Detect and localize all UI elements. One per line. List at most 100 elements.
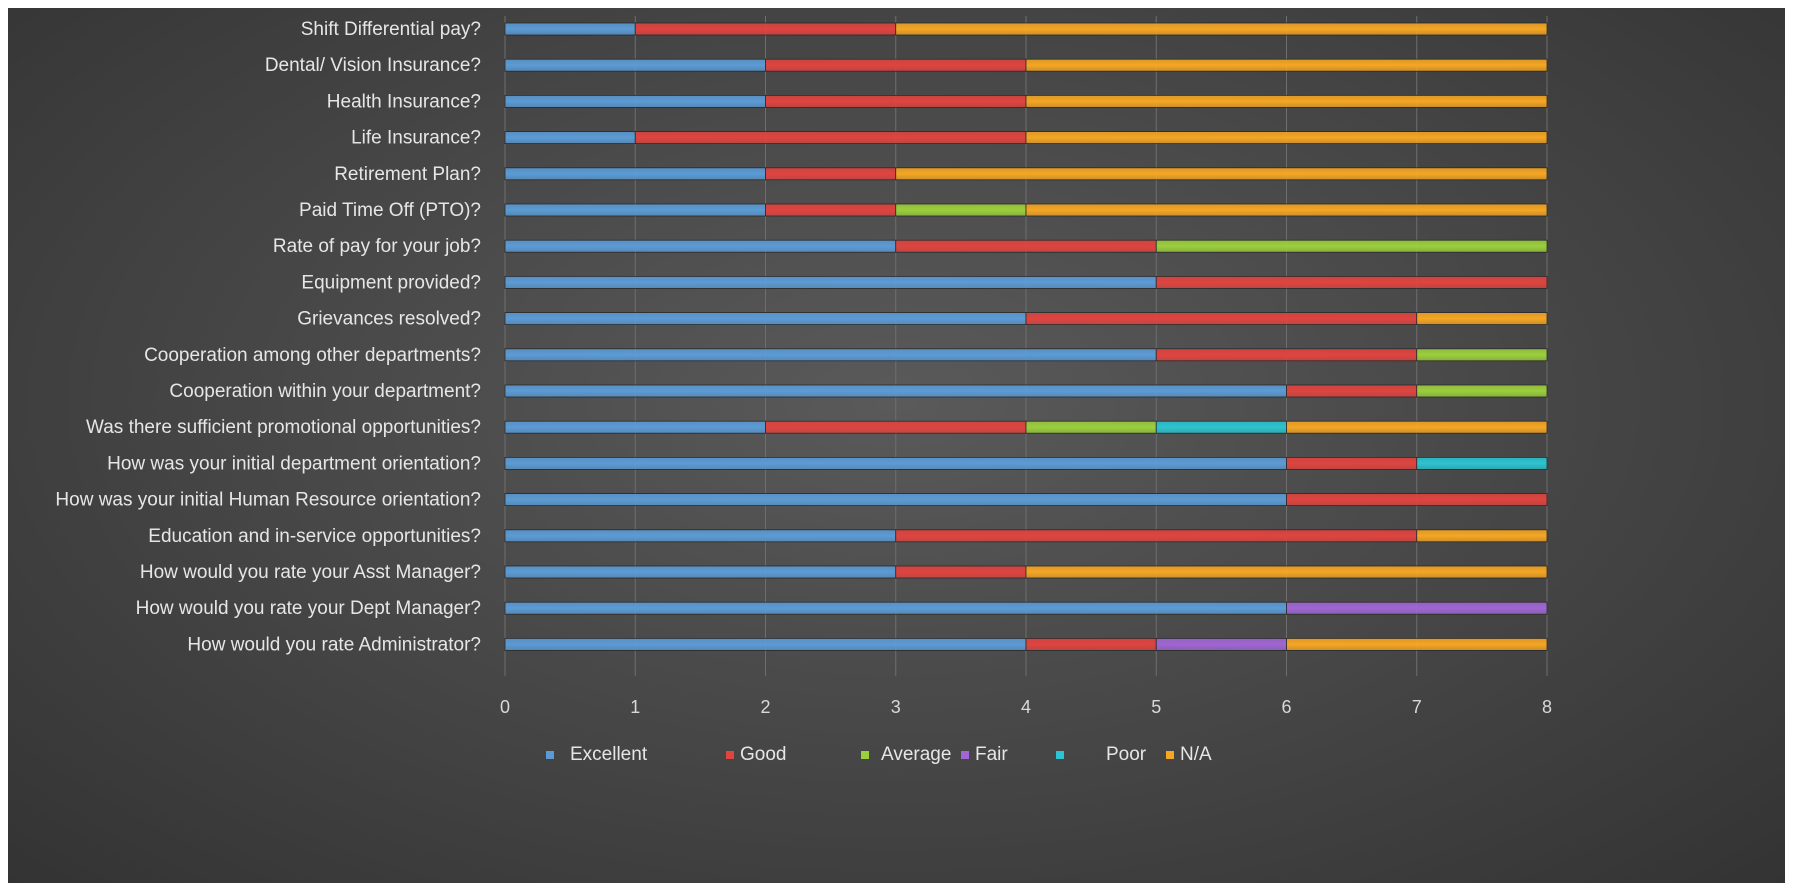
x-tick-label: 3 <box>891 697 901 717</box>
bar-segment-good <box>895 565 1027 579</box>
x-tick-label: 4 <box>1021 697 1031 717</box>
category-label: Health Insurance? <box>327 91 481 112</box>
bar-segment-excellent <box>504 22 636 36</box>
bar-segment-good <box>765 95 1027 108</box>
bar-segment-good <box>765 203 897 217</box>
bar-segment-good <box>765 167 897 181</box>
bar-segment-n-a <box>895 167 1548 181</box>
bar-segment-good <box>765 58 1027 72</box>
bar-segment-average <box>1155 239 1548 253</box>
bar-segment-n-a <box>1416 529 1548 543</box>
bar-segment-n-a <box>895 22 1548 36</box>
bar-segment-good <box>634 131 1027 144</box>
bar-segment-n-a <box>1286 420 1548 434</box>
category-label: How was your initial Human Resource orie… <box>55 490 481 511</box>
bar-segment-excellent <box>504 239 897 253</box>
category-label: Equipment provided? <box>301 272 481 293</box>
bar-segment-excellent <box>504 420 766 434</box>
bar-segment-average <box>1025 420 1157 434</box>
legend-label: Poor <box>1106 744 1147 765</box>
bar-segment-average <box>895 203 1027 217</box>
bar-segment-excellent <box>504 203 766 217</box>
bar-segment-average <box>1416 384 1548 398</box>
bar-segment-good <box>1286 456 1418 470</box>
legend-label: N/A <box>1180 744 1212 765</box>
stacked-bar-chart: Shift Differential pay? Dental/ Vision In… <box>55 16 1552 765</box>
bar-segment-excellent <box>504 529 897 543</box>
legend-swatch <box>546 751 554 759</box>
legend-swatch <box>861 751 869 759</box>
legend-swatch <box>961 751 969 759</box>
bar-segment-good <box>895 529 1418 543</box>
category-label: Cooperation within your department? <box>169 381 481 402</box>
legend: Excellent Good Average Fair Poor N/A <box>546 744 1212 765</box>
bar-segment-n-a <box>1416 312 1548 326</box>
category-label: How would you rate your Asst Manager? <box>140 562 481 583</box>
bar-segment-good <box>1155 348 1418 362</box>
bar-segment-excellent <box>504 275 1157 289</box>
bar-segment-good <box>1286 493 1548 507</box>
legend-swatch <box>1056 751 1064 759</box>
bar-segment-fair <box>1155 638 1287 651</box>
bar-segment-fair <box>1286 601 1548 615</box>
legend-swatch <box>1166 751 1174 759</box>
bar-segment-good <box>765 420 1027 434</box>
category-label: How was your initial department orientat… <box>107 453 481 474</box>
legend-swatch <box>726 751 734 759</box>
bar-segment-n-a <box>1025 565 1548 579</box>
category-label: Paid Time Off (PTO)? <box>299 200 481 221</box>
bar-segment-excellent <box>504 638 1027 651</box>
bar-segment-n-a <box>1025 203 1548 217</box>
bar-segment-good <box>1286 384 1418 398</box>
category-label: Dental/ Vision Insurance? <box>265 55 481 76</box>
x-tick-label: 5 <box>1151 697 1161 717</box>
x-tick-label: 7 <box>1412 697 1422 717</box>
x-tick-label: 8 <box>1542 697 1552 717</box>
chart-area: Shift Differential pay? Dental/ Vision In… <box>8 8 1785 883</box>
category-label: How would you rate your Dept Manager? <box>136 598 481 619</box>
x-tick-label: 6 <box>1281 697 1291 717</box>
bar-segment-good <box>1155 275 1548 289</box>
bar-segment-poor <box>1155 420 1287 434</box>
category-label: Rate of pay for your job? <box>273 236 481 257</box>
category-label: Cooperation among other departments? <box>144 345 481 366</box>
category-label: Retirement Plan? <box>334 164 481 185</box>
bar-segment-n-a <box>1286 638 1548 651</box>
x-tick-label: 1 <box>630 697 640 717</box>
legend-label: Good <box>740 744 786 765</box>
bar-segment-excellent <box>504 131 636 144</box>
bar-segment-good <box>634 22 897 36</box>
x-tick-label: 2 <box>760 697 770 717</box>
bar-segment-n-a <box>1025 131 1548 144</box>
legend-label: Excellent <box>570 744 648 765</box>
category-label: Education and in-service opportunities? <box>148 526 481 547</box>
bars <box>504 22 1548 651</box>
bar-segment-excellent <box>504 58 766 72</box>
x-axis-ticks: 0 1 2 3 4 5 6 7 8 <box>500 697 1552 717</box>
bar-segment-excellent <box>504 565 897 579</box>
bar-segment-poor <box>1416 456 1548 470</box>
bar-segment-excellent <box>504 601 1287 615</box>
category-label: Was there sufficient promotional opportu… <box>86 417 481 438</box>
bar-segment-excellent <box>504 348 1157 362</box>
category-label: Grievances resolved? <box>297 309 481 330</box>
bar-segment-excellent <box>504 312 1027 326</box>
bar-segment-excellent <box>504 95 766 108</box>
bar-segment-n-a <box>1025 58 1548 72</box>
gridlines <box>504 16 1548 676</box>
legend-label: Fair <box>975 744 1008 765</box>
bar-segment-excellent <box>504 493 1287 507</box>
category-label: Shift Differential pay? <box>301 19 481 40</box>
legend-label: Average <box>881 744 951 765</box>
bar-segment-excellent <box>504 456 1287 470</box>
bar-segment-n-a <box>1025 95 1548 108</box>
x-tick-label: 0 <box>500 697 510 717</box>
bar-segment-good <box>1025 312 1418 326</box>
bar-segment-excellent <box>504 167 766 181</box>
bar-segment-excellent <box>504 384 1287 398</box>
bar-segment-good <box>1025 638 1157 651</box>
category-label: Life Insurance? <box>351 128 481 149</box>
category-labels: Shift Differential pay? Dental/ Vision In… <box>55 19 481 655</box>
bar-segment-good <box>895 239 1157 253</box>
category-label: How would you rate Administrator? <box>187 634 481 655</box>
